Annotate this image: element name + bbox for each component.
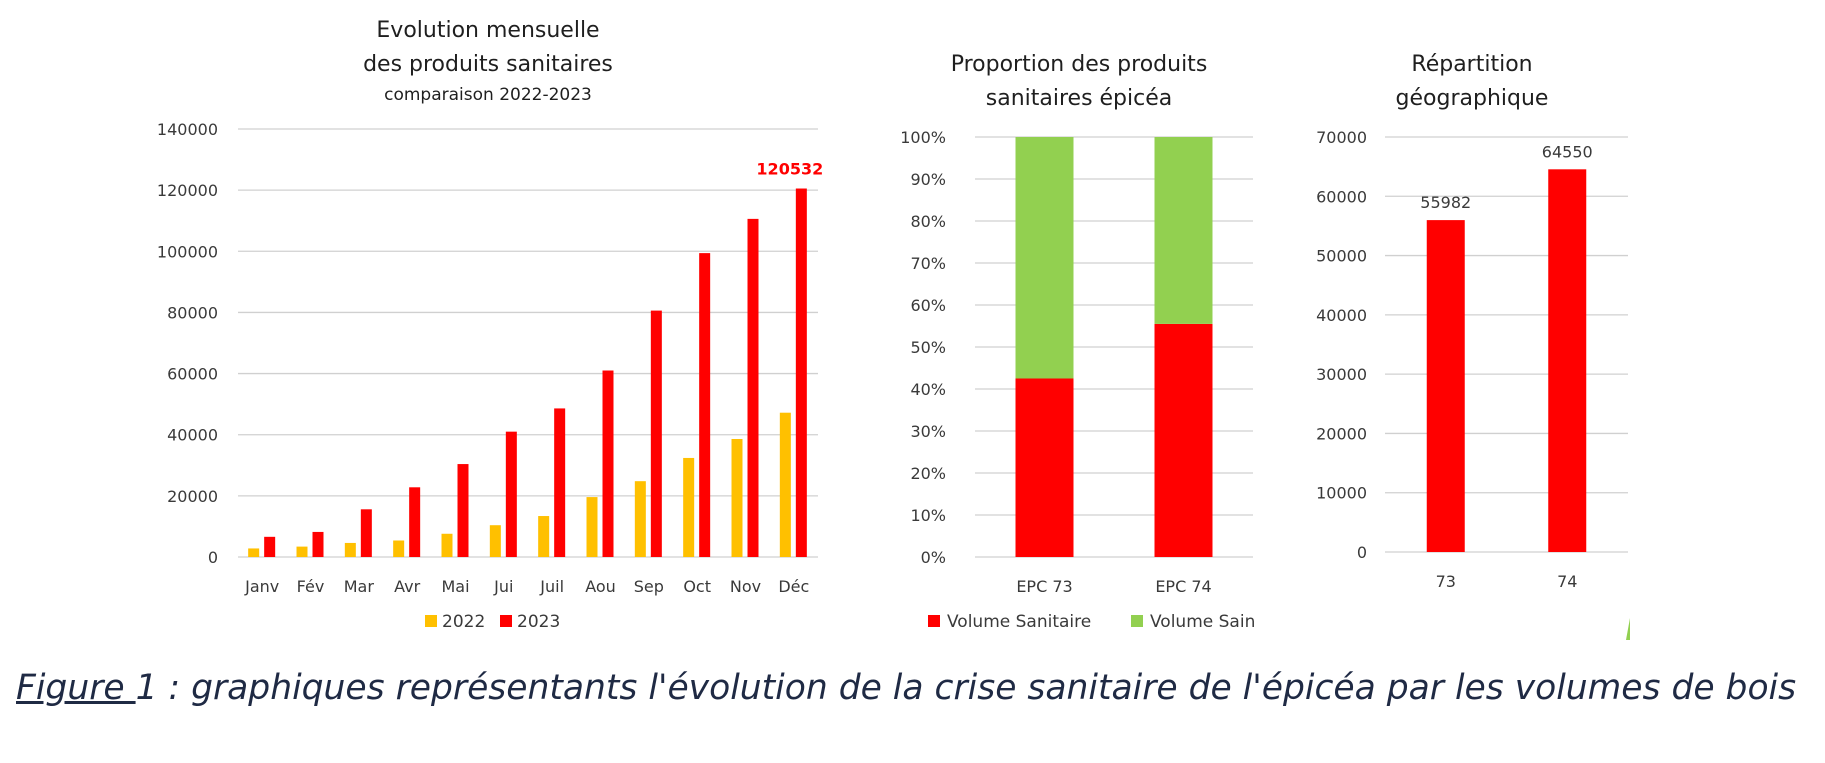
chart1-bar-2023-Fév: [312, 531, 324, 557]
chart1-xtick-label: Juil: [539, 577, 564, 596]
chart1-bar-2023-Sep: [650, 310, 662, 557]
chart2-ytick-label: 80%: [910, 212, 946, 231]
chart2-bar-sanitaire-EPC73: [1015, 378, 1074, 557]
chart1-bar-2023-Aou: [602, 370, 614, 557]
chart2-title-line1: Proportion des produits: [951, 52, 1208, 77]
chart2-ytick-label: 20%: [910, 464, 946, 483]
chart1-annotation-label: 120532: [756, 160, 823, 179]
chart1-ytick-label: 40000: [167, 426, 218, 445]
chart2-bar-sain-EPC74: [1154, 137, 1213, 324]
chart1-title-line1: Evolution mensuelle: [376, 18, 599, 43]
chart1-bar-2022-Nov: [731, 438, 743, 557]
chart1-xtick-label: Avr: [394, 577, 420, 596]
chart2-ytick-label: 60%: [910, 296, 946, 315]
chart1-bar-2022-Jui: [489, 525, 501, 557]
chart1-bar-2023-Juil: [554, 408, 566, 557]
chart1-xtick-label: Sep: [634, 577, 664, 596]
chart3-ytick-label: 10000: [1316, 484, 1367, 503]
chart2-legend-label-sanitaire: Volume Sanitaire: [947, 612, 1091, 632]
chart3-xtick-label: 74: [1557, 572, 1577, 591]
chart3-ytick-label: 20000: [1316, 424, 1367, 443]
chart1-xtick-label: Fév: [297, 577, 325, 596]
chart2-xtick-label: EPC 74: [1155, 577, 1211, 596]
chart1-bar-2023-Oct: [699, 253, 711, 557]
chart3-ytick-label: 70000: [1316, 128, 1367, 147]
chart1-bar-2022-Juil: [538, 516, 550, 557]
figure-caption-label: Figure: [16, 668, 136, 708]
chart2-legend-label-sain: Volume Sain: [1150, 612, 1255, 632]
chart2-ytick-label: 0%: [921, 548, 946, 567]
chart2-ytick-label: 100%: [900, 128, 946, 147]
chart1-ytick-label: 60000: [167, 365, 218, 384]
chart1-bar-2023-Nov: [747, 218, 759, 557]
chart1-ytick-label: 80000: [167, 303, 218, 322]
chart3-xtick-label: 73: [1436, 572, 1456, 591]
figure-caption: Figure 1 : graphiques représentants l'év…: [16, 668, 1816, 708]
chart2-bar-sanitaire-EPC74: [1154, 323, 1213, 557]
chart1-xtick-label: Oct: [683, 577, 711, 596]
chart1-xtick-label: Nov: [730, 577, 761, 596]
chart1-xtick-label: Jui: [493, 577, 513, 596]
chart1-bar-2023-Mai: [457, 464, 469, 557]
chart2-ytick-label: 90%: [910, 170, 946, 189]
chart2-ytick-label: 50%: [910, 338, 946, 357]
chart2-ytick-label: 70%: [910, 254, 946, 273]
chart1-title-line2: des produits sanitaires: [363, 52, 613, 77]
chart1-legend-label-2023: 2023: [517, 612, 560, 632]
chart3-bar-73: [1426, 220, 1465, 552]
chart2-legend-swatch-sain: [1131, 615, 1143, 627]
chart1-legend-swatch-2022: [425, 615, 437, 627]
chart1-xtick-label: Mar: [344, 577, 375, 596]
chart1-bar-2022-Aou: [586, 497, 598, 557]
chart1-ytick-label: 0: [208, 548, 218, 567]
chart3-ytick-label: 0: [1357, 543, 1367, 562]
charts-canvas: Evolution mensuelle des produits sanitair…: [157, 18, 1630, 640]
chart1-bar-2022-Avr: [393, 540, 405, 557]
chart1-bar-2022-Fév: [296, 546, 308, 557]
chart3-ytick-label: 40000: [1316, 306, 1367, 325]
chart1-bar-2023-Mar: [360, 509, 372, 557]
chart1-bar-2022-Oct: [683, 457, 695, 557]
chart3-ytick-label: 30000: [1316, 365, 1367, 384]
chart1-bar-2023-Avr: [409, 487, 421, 557]
chart1-xtick-label: Déc: [778, 577, 809, 596]
chart1-bar-2022-Sep: [634, 481, 646, 557]
chart1-bar-2022-Mar: [344, 542, 356, 557]
chart2-legend-swatch-sanitaire: [928, 615, 940, 627]
chart1-subtitle: comparaison 2022-2023: [384, 85, 592, 105]
chart3-data-label-74: 64550: [1542, 142, 1593, 161]
chart2-title-line2: sanitaires épicéa: [986, 86, 1173, 111]
chart3-data-label-73: 55982: [1420, 193, 1471, 212]
chart1-legend-label-2022: 2022: [442, 612, 485, 632]
chart2-xtick-label: EPC 73: [1016, 577, 1072, 596]
chart1-ytick-label: 100000: [157, 242, 218, 261]
chart2-bar-sain-EPC73: [1015, 137, 1074, 379]
chart1-bar-2022-Déc: [779, 412, 791, 557]
chart1-xtick-label: Aou: [585, 577, 616, 596]
chart2-ytick-label: 30%: [910, 422, 946, 441]
chart1-legend-swatch-2023: [500, 615, 512, 627]
chart1-ytick-label: 20000: [167, 487, 218, 506]
chart1-bar-2023-Janv: [264, 536, 276, 557]
decorative-green-sliver: [1626, 618, 1630, 640]
chart3-ytick-label: 60000: [1316, 187, 1367, 206]
chart1-bar-2022-Mai: [441, 533, 453, 557]
chart3-title-line1: Répartition: [1411, 52, 1532, 77]
chart3-title-line2: géographique: [1396, 86, 1549, 111]
figure-caption-text: 1 : graphiques représentants l'évolution…: [135, 668, 1797, 708]
chart2-ytick-label: 40%: [910, 380, 946, 399]
chart1-ytick-label: 140000: [157, 120, 218, 139]
chart3-bar-74: [1548, 169, 1587, 552]
chart1-xtick-label: Janv: [244, 577, 279, 596]
chart1-bar-2023-Déc: [795, 188, 807, 557]
chart2-ytick-label: 10%: [910, 506, 946, 525]
chart1-bar-2023-Jui: [505, 431, 517, 557]
chart1-xtick-label: Mai: [441, 577, 469, 596]
chart3-ytick-label: 50000: [1316, 247, 1367, 266]
chart1-ytick-label: 120000: [157, 181, 218, 200]
chart1-bar-2022-Janv: [248, 548, 260, 557]
